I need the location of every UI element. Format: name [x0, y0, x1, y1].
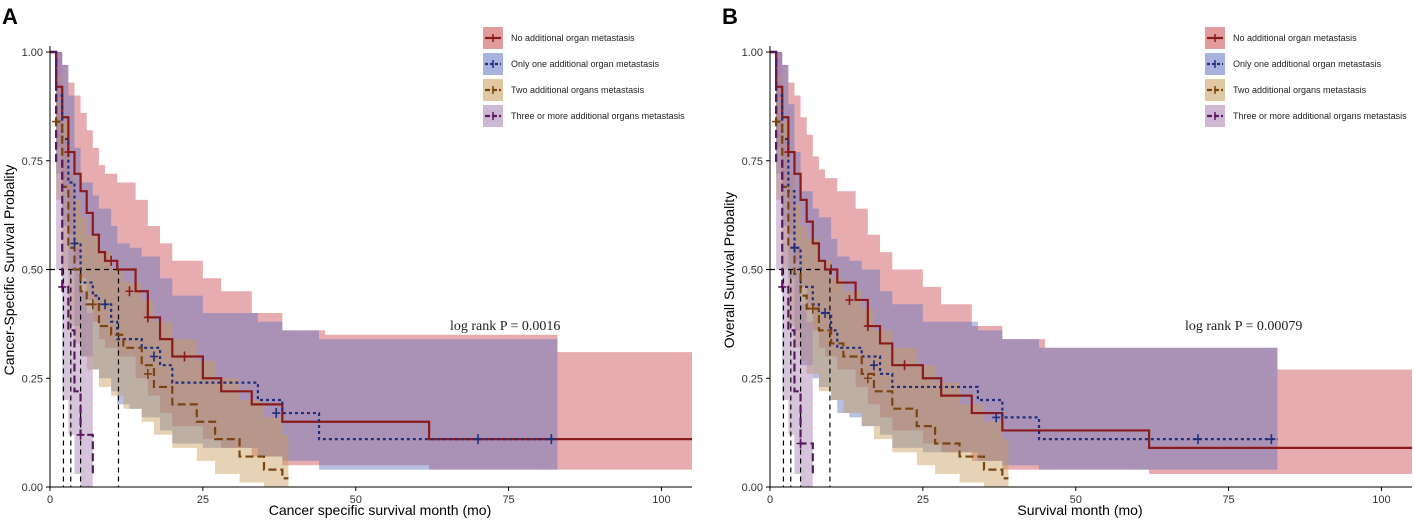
censor-marks: [772, 116, 1276, 449]
censor-mark: [58, 281, 67, 292]
y-tick-label: 0.50: [22, 265, 43, 277]
legend-label: Three or more additional organs metastas…: [511, 111, 685, 121]
legend-label: Only one additional organ metastasis: [1233, 59, 1382, 69]
y-tick-label: 0.00: [22, 482, 43, 494]
logrank-annotation: log rank P = 0.0016: [450, 319, 560, 334]
x-tick-label: 100: [1372, 494, 1390, 506]
y-tick-label: 0.25: [22, 373, 43, 385]
y-tick-label: 0.75: [742, 156, 763, 168]
censor-mark: [52, 116, 61, 127]
legend-label: Two additional organs metastasis: [511, 85, 645, 95]
censor-mark: [863, 321, 872, 332]
ci-band-0: [50, 52, 692, 470]
x-tick-label: 0: [47, 494, 53, 506]
y-tick-label: 1.00: [742, 47, 763, 59]
panel-label: A: [2, 4, 18, 29]
survival-curve-0: [770, 50, 1412, 449]
x-tick-label: 25: [197, 494, 209, 506]
ci-band-1: [50, 52, 558, 470]
tick-labels: 0 25 50 75 100 0.00 0.25 0.50 0.75 1.00: [22, 47, 671, 506]
censor-mark: [900, 360, 909, 371]
median-lines: [50, 268, 120, 487]
x-tick-label: 100: [652, 494, 670, 506]
censor-marks: [52, 116, 556, 445]
censor-mark: [143, 312, 152, 323]
censor-mark: [863, 373, 872, 384]
survival-curve-0: [50, 50, 692, 441]
censor-mark: [474, 434, 482, 445]
censor-mark: [64, 147, 73, 158]
legend-label: Only one additional organ metastasis: [511, 59, 660, 69]
survival-curve-3: [50, 50, 94, 474]
x-tick-label: 75: [1222, 494, 1234, 506]
tick-labels: 0 25 50 75 100 0.00 0.25 0.50 0.75 1.00: [742, 47, 1391, 506]
censor-mark: [772, 116, 781, 127]
censor-mark: [790, 242, 799, 253]
survival-curve-2: [770, 50, 1009, 480]
censor-mark: [180, 351, 189, 362]
x-axis-label: Survival month (mo): [1017, 502, 1142, 518]
y-tick-label: 0.50: [742, 265, 763, 277]
x-tick-label: 25: [917, 494, 929, 506]
x-axis-label: Cancer specific survival month (mo): [269, 502, 492, 518]
legend-label: Two additional organs metastasis: [1233, 85, 1367, 95]
censor-mark: [143, 368, 152, 379]
censor-mark: [808, 303, 817, 314]
censor-mark: [821, 308, 830, 318]
axes: [766, 46, 1412, 491]
x-tick-label: 0: [767, 494, 773, 506]
survival-curve-1: [770, 50, 1278, 441]
x-tick-label: 75: [502, 494, 514, 506]
censor-mark: [992, 412, 1001, 423]
y-tick-label: 0.25: [742, 373, 763, 385]
y-axis-label: Cancer-Specific Survival Probality: [1, 165, 17, 376]
censor-mark: [125, 286, 134, 297]
panel-b: B 0 25 50 75 100 0.00 0.25 0.50 0.75 1.00 Surviva…: [721, 4, 1412, 518]
panel-label: B: [722, 4, 738, 29]
censor-mark: [107, 255, 116, 266]
survival-curve-1: [50, 50, 558, 441]
survival-curve-3: [770, 50, 814, 474]
censor-mark: [1267, 434, 1276, 445]
y-axis-label: Overall Survival Probality: [721, 192, 737, 348]
axes: [46, 46, 692, 491]
censor-mark: [796, 438, 805, 449]
censor-mark: [149, 351, 158, 362]
censor-mark: [784, 147, 793, 158]
legend-label: No additional organ metastasis: [511, 33, 635, 43]
survival-curves: [770, 50, 1412, 480]
panel-a: A 0 25 50 75 100 0.00 0.25 0.50 0.75 1.00 Cancer …: [1, 4, 692, 518]
x-tick-label: 50: [1070, 494, 1082, 506]
legend: No additional organ metastasis Only one a…: [483, 27, 685, 127]
censor-mark: [845, 294, 854, 305]
legend-label: No additional organ metastasis: [1233, 33, 1357, 43]
y-tick-label: 1.00: [22, 47, 43, 59]
censor-mark: [827, 264, 836, 275]
survival-curve-2: [50, 50, 289, 480]
censor-mark: [778, 281, 787, 292]
x-tick-label: 50: [350, 494, 362, 506]
censor-mark: [547, 434, 556, 445]
ci-band-0: [770, 52, 1412, 474]
censor-mark: [101, 299, 110, 310]
ci-band-2: [50, 52, 289, 487]
censor-mark: [1194, 434, 1202, 445]
median-lines: [770, 268, 831, 487]
logrank-annotation: log rank P = 0.00079: [1185, 319, 1302, 334]
y-tick-label: 0.00: [742, 482, 763, 494]
legend-label: Three or more additional organs metastas…: [1233, 111, 1407, 121]
censor-mark: [272, 408, 281, 419]
censor-mark: [76, 429, 85, 440]
censor-mark: [88, 299, 97, 310]
survival-curves: [50, 50, 692, 480]
censor-mark: [70, 238, 79, 249]
legend: No additional organ metastasis Only one a…: [1205, 27, 1407, 127]
y-tick-label: 0.75: [22, 156, 43, 168]
censor-mark: [869, 360, 878, 371]
